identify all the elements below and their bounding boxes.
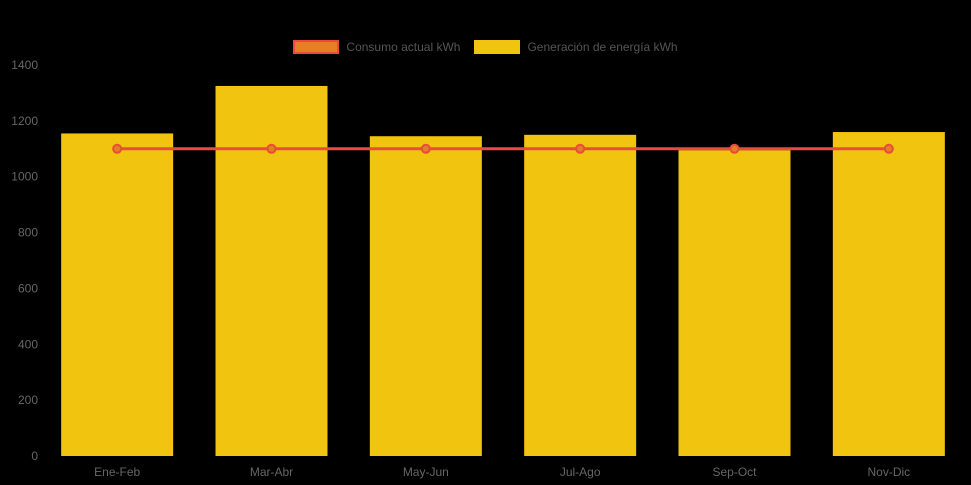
consumo-point-jul-ago[interactable]	[575, 143, 586, 154]
bar-sep-oct[interactable]	[678, 150, 791, 457]
legend-item-consumo-actual[interactable]: Consumo actual kWh	[293, 40, 460, 54]
bar-ene-feb[interactable]	[61, 133, 174, 457]
consumo-point-ene-feb[interactable]	[112, 143, 123, 154]
x-axis-label-nov-dic: Nov-Dic	[867, 465, 910, 479]
y-axis-tick-label: 800	[18, 226, 38, 240]
y-axis-tick-label: 400	[18, 337, 38, 351]
legend-item-generacion-energia[interactable]: Generación de energía kWh	[474, 40, 678, 54]
y-axis-tick-label: 0	[31, 449, 38, 463]
x-axis-label-mar-abr: Mar-Abr	[250, 465, 293, 479]
legend-label-consumo-actual: Consumo actual kWh	[346, 40, 461, 54]
legend-swatch-consumo-actual	[293, 40, 340, 54]
x-axis-label-may-jun: May-Jun	[403, 465, 449, 479]
consumo-point-nov-dic[interactable]	[883, 143, 894, 154]
bar-jul-ago[interactable]	[524, 134, 637, 457]
bar-nov-dic[interactable]	[832, 132, 945, 456]
bar-may-jun[interactable]	[369, 136, 482, 457]
y-axis-tick-label: 200	[18, 393, 38, 407]
bar-mar-abr[interactable]	[215, 85, 328, 457]
x-axis-label-sep-oct: Sep-Oct	[712, 465, 757, 479]
y-axis-tick-label: 1000	[11, 170, 38, 184]
legend-swatch-generacion-energia	[474, 40, 521, 54]
x-axis-label-jul-ago: Jul-Ago	[560, 465, 601, 479]
y-axis-tick-label: 1400	[11, 58, 38, 72]
legend-label-generacion-energia: Generación de energía kWh	[527, 40, 678, 54]
consumo-point-sep-oct[interactable]	[729, 143, 740, 154]
y-axis-tick-label: 600	[18, 281, 38, 295]
consumo-point-mar-abr[interactable]	[266, 143, 277, 154]
x-axis-label-ene-feb: Ene-Feb	[94, 465, 140, 479]
y-axis-tick-label: 1200	[11, 114, 38, 128]
chart-legend: Consumo actual kWh Generación de energía…	[0, 40, 971, 54]
consumo-point-may-jun[interactable]	[420, 143, 431, 154]
